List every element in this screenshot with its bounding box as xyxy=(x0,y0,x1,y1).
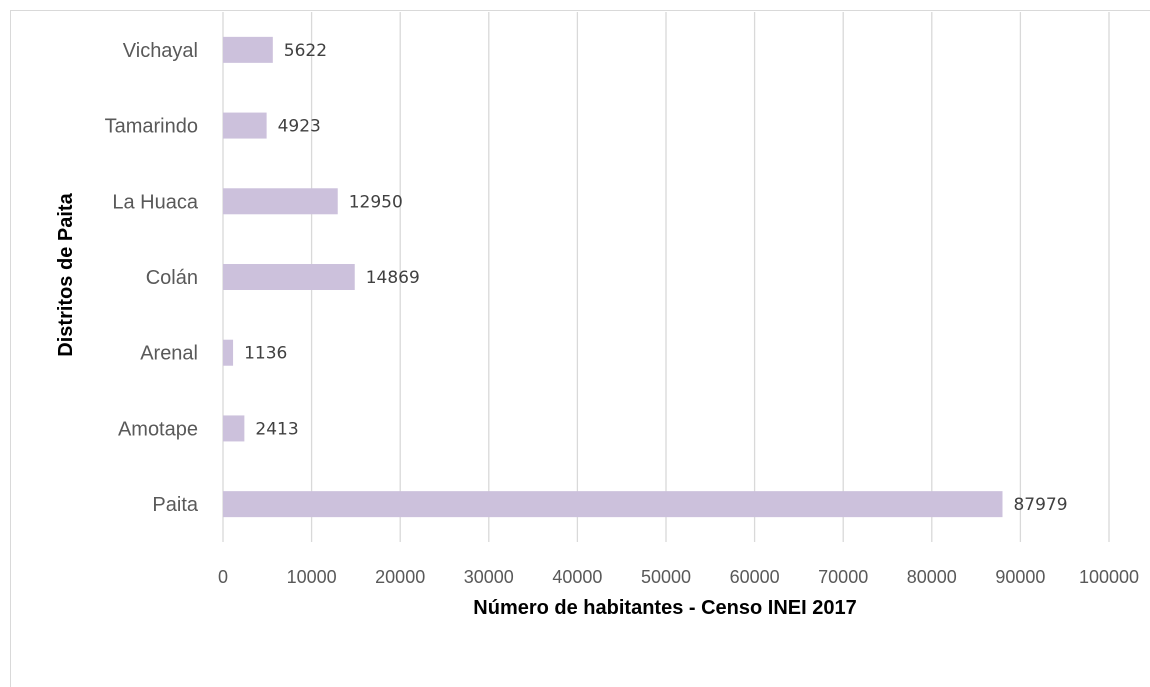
x-tick-label: 50000 xyxy=(641,567,691,587)
x-axis-title: Número de habitantes - Censo INEI 2017 xyxy=(473,597,856,619)
data-labels: 87979 2413 1136 14869 12950 4923 5622 xyxy=(244,41,1068,515)
x-tick-label: 80000 xyxy=(907,567,957,587)
x-tick-label: 70000 xyxy=(818,567,868,587)
bar xyxy=(223,415,245,442)
category-label: Arenal xyxy=(140,343,198,365)
bar xyxy=(223,339,234,366)
data-label: 12950 xyxy=(349,192,403,212)
x-tick-label: 90000 xyxy=(995,567,1045,587)
data-label: 2413 xyxy=(255,419,298,439)
bar xyxy=(223,264,355,290)
x-tick-label: 10000 xyxy=(287,567,337,587)
bar xyxy=(223,491,1003,518)
category-label: Amotape xyxy=(118,418,198,440)
x-tick-label: 100000 xyxy=(1079,567,1139,587)
category-label: Paita xyxy=(152,494,198,516)
x-tick-labels: 0 10000 20000 30000 40000 50000 60000 70000 8000… xyxy=(218,567,1139,587)
x-tick-label: 20000 xyxy=(375,567,425,587)
data-label: 5622 xyxy=(284,41,327,61)
x-tick-label: 30000 xyxy=(464,567,514,587)
y-axis-title: Distritos de Paita xyxy=(55,192,77,356)
category-label: La Huaca xyxy=(112,191,198,213)
gridlines xyxy=(222,12,1110,542)
bar xyxy=(223,112,267,139)
data-label: 14869 xyxy=(366,268,420,288)
category-label: Colán xyxy=(146,267,198,289)
chart-frame xyxy=(10,10,1150,687)
category-labels: Paita Amotape Arenal Colán La Huaca Tamarindo… xyxy=(105,40,199,516)
bar xyxy=(223,36,273,63)
x-tick-label: 40000 xyxy=(552,567,602,587)
category-label: Tamarindo xyxy=(105,116,198,138)
x-tick-label: 60000 xyxy=(730,567,780,587)
data-label: 1136 xyxy=(244,344,287,364)
bars xyxy=(223,36,1003,518)
category-label: Vichayal xyxy=(123,40,198,62)
data-label: 4923 xyxy=(278,117,321,137)
bar xyxy=(223,188,338,215)
data-label: 87979 xyxy=(1013,495,1067,515)
x-tick-label: 0 xyxy=(218,567,228,587)
